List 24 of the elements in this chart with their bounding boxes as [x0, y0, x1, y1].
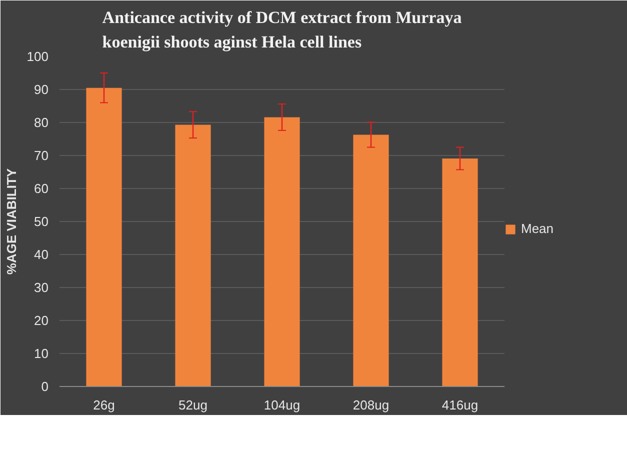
x-tick-label: 52ug: [178, 398, 208, 412]
bar: [353, 134, 389, 386]
y-tick-label: 90: [34, 82, 49, 97]
legend-label: Mean: [521, 221, 554, 236]
y-tick-label: 20: [34, 313, 49, 328]
y-tick-label: 100: [26, 49, 49, 64]
y-tick-label: 80: [34, 115, 49, 130]
bar: [175, 124, 211, 386]
x-tick-label: 104ug: [264, 398, 300, 412]
bar: [264, 117, 300, 386]
x-tick-label: 416ug: [442, 398, 478, 412]
y-tick-label: 60: [34, 181, 49, 196]
y-tick-label: 30: [34, 280, 49, 295]
y-tick-label: 10: [34, 346, 49, 361]
x-tick-label: 208ug: [352, 398, 390, 412]
y-tick-label: 0: [41, 379, 49, 394]
bar: [442, 158, 478, 386]
chart-title: Anticance activity of DCM extract from Murraya koenigii shoots aginst Hela cell lines: [102, 8, 462, 52]
y-axis-title: %AGE VIABILITY: [4, 168, 19, 275]
y-tick-label: 70: [34, 148, 49, 163]
bar: [86, 88, 122, 386]
y-tick-label: 40: [34, 247, 49, 262]
y-tick-label: 50: [34, 214, 49, 229]
x-tick-label: 26g: [93, 398, 115, 412]
